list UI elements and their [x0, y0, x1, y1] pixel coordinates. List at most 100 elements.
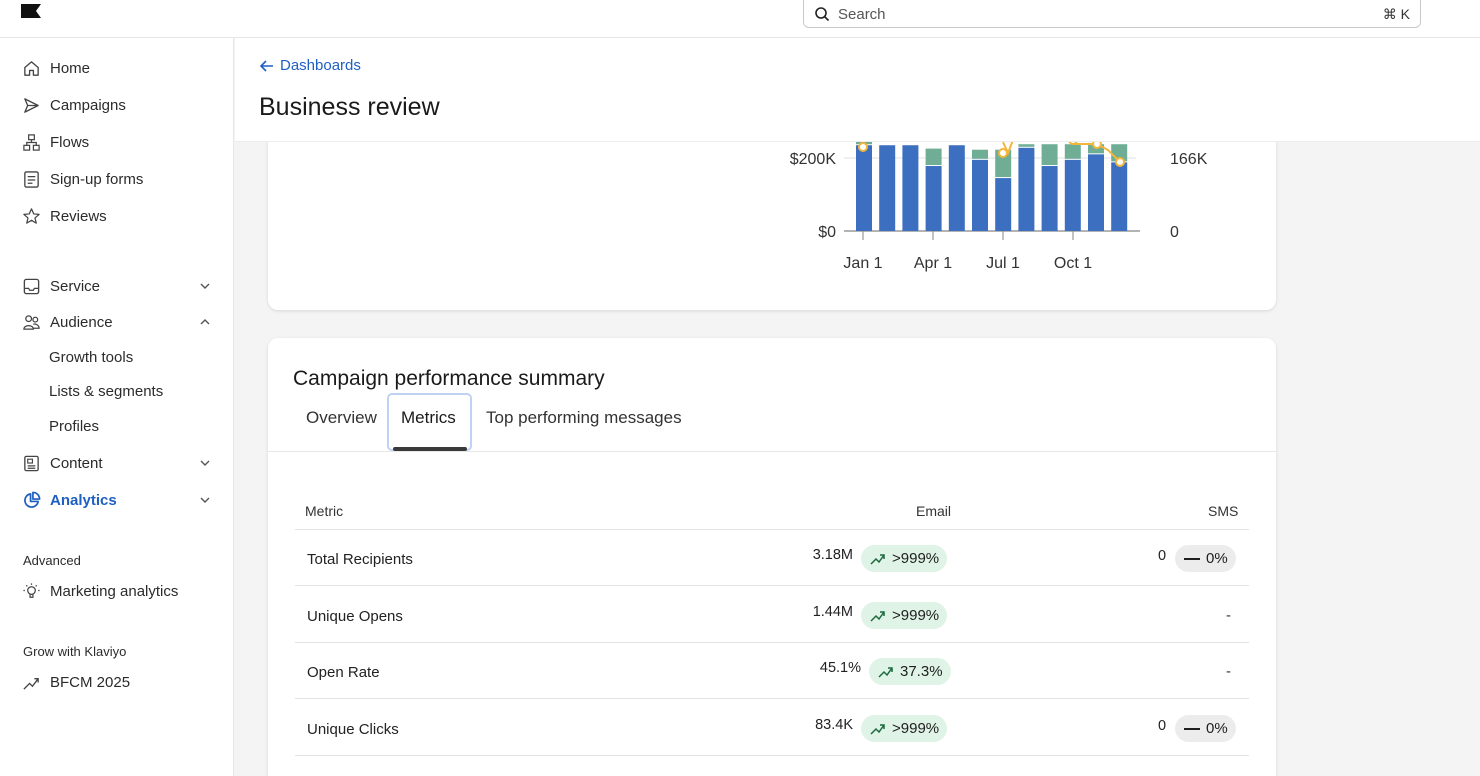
chevron-down-icon	[200, 460, 210, 466]
star-icon	[21, 206, 41, 226]
campaign-summary-card: Campaign performance summary Overview Me…	[268, 338, 1276, 776]
series-point	[1115, 157, 1125, 167]
metric-name: Unique Opens	[307, 608, 403, 625]
email-value: 83.4K	[815, 717, 853, 733]
top-bar: Search ⌘ K	[0, 0, 1480, 38]
sms-change-badge: 0%	[1175, 545, 1236, 572]
email-value: 45.1%	[819, 660, 861, 676]
email-change: >999%	[892, 550, 940, 567]
revenue-chart: Jan 1 Apr 1 Jul 1 Oct 1 $0 $200K 0 166K	[790, 135, 1208, 272]
search-icon	[815, 7, 830, 22]
tab-top-performing[interactable]: Top performing messages	[486, 408, 682, 427]
trend-up-icon	[878, 666, 893, 678]
analytics-icon	[21, 490, 41, 510]
col-sms: SMS	[1208, 503, 1239, 519]
email-change-badge: >999%	[861, 545, 948, 572]
klaviyo-logo[interactable]	[21, 4, 41, 18]
page-header: Dashboards Business review	[235, 38, 1480, 142]
email-change-badge: >999%	[861, 715, 948, 742]
sidebar-item-label: BFCM 2025	[50, 673, 131, 691]
arrow-left-icon	[259, 59, 273, 72]
y-tick-label-left: $200K	[790, 151, 837, 168]
bar-primary	[995, 178, 1012, 231]
sidebar-subitem-growth-tools[interactable]: Growth tools	[49, 349, 134, 366]
section-label-advanced: Advanced	[23, 553, 81, 568]
flat-trend-icon	[1184, 557, 1200, 560]
bar-primary	[902, 145, 919, 231]
sidebar-item-label: Content	[50, 454, 103, 472]
sidebar-item-content[interactable]: Content	[0, 448, 234, 478]
sidebar-subitem-lists-segments[interactable]: Lists & segments	[49, 383, 164, 400]
y-tick-label-right: 0	[1170, 224, 1179, 241]
sms-change-badge: 0%	[1175, 715, 1236, 742]
table-row[interactable]: Total Recipients 3.18M >999% 0 0%	[295, 530, 1249, 586]
content-icon	[21, 453, 41, 473]
sidebar-item-label: Home	[50, 59, 91, 77]
tab-metrics[interactable]: Metrics	[401, 408, 456, 427]
y-tick-label-left: $0	[818, 224, 836, 241]
sidebar-item-home[interactable]: Home	[0, 53, 234, 83]
back-to-dashboards-link[interactable]: Dashboards	[259, 57, 361, 74]
bar-primary	[879, 145, 896, 231]
sms-value: -	[1226, 607, 1231, 624]
x-tick-label: Jan 1	[843, 255, 882, 272]
email-change-badge: >999%	[861, 602, 948, 629]
active-tab-indicator	[393, 447, 467, 451]
table-row[interactable]: Unique Clicks 83.4K >999% 0 0%	[295, 700, 1249, 756]
sidebar-item-reviews[interactable]: Reviews	[0, 201, 234, 231]
tab-overview[interactable]: Overview	[306, 408, 377, 427]
metric-name: Total Recipients	[307, 551, 413, 568]
search-input[interactable]: Search ⌘ K	[803, 0, 1421, 28]
sidebar-item-label: Audience	[50, 313, 113, 331]
bar-secondary	[1018, 144, 1035, 147]
send-icon	[21, 95, 41, 115]
bar-secondary	[972, 149, 988, 159]
bar-secondary	[925, 148, 942, 166]
sidebar-item-label: Flows	[50, 133, 90, 151]
x-tick-label: Apr 1	[914, 255, 952, 272]
sms-value: 0	[1158, 718, 1167, 734]
bar-primary	[1064, 159, 1081, 231]
series-line	[1073, 143, 1121, 163]
sidebar-item-label: Analytics	[50, 491, 117, 509]
col-email: Email	[916, 503, 952, 519]
sidebar: Home Campaigns Flows Sign-up forms Revie…	[0, 38, 234, 776]
chevron-down-icon	[200, 497, 210, 503]
sidebar-item-bfcm[interactable]: BFCM 2025	[0, 667, 234, 697]
bar-secondary	[1064, 144, 1081, 159]
bar-primary	[1041, 166, 1058, 231]
table-header: Metric Email SMS	[295, 488, 1249, 530]
bar-primary	[1111, 162, 1128, 231]
sidebar-item-label: Sign-up forms	[50, 170, 144, 188]
sidebar-item-service[interactable]: Service	[0, 271, 234, 301]
x-tick-label: Jul 1	[986, 255, 1020, 272]
bar-primary	[972, 159, 988, 231]
sidebar-item-flows[interactable]: Flows	[0, 127, 234, 157]
table-row[interactable]: Unique Opens 1.44M >999% -	[295, 587, 1249, 643]
sms-value: -	[1226, 663, 1231, 680]
sidebar-item-analytics[interactable]: Analytics	[0, 485, 234, 515]
table-row[interactable]: Open Rate 45.1% 37.3% -	[295, 643, 1249, 699]
sms-change: 0%	[1206, 720, 1228, 737]
summary-tabs: Overview Metrics Top performing messages	[268, 393, 1276, 452]
sidebar-subitem-profiles[interactable]: Profiles	[49, 418, 100, 435]
flat-trend-icon	[1184, 727, 1200, 730]
trend-up-icon	[870, 723, 885, 735]
sidebar-item-marketing-analytics[interactable]: Marketing analytics	[0, 576, 234, 606]
email-change: >999%	[892, 607, 940, 624]
bar-secondary	[995, 149, 1012, 178]
email-change-badge: 37.3%	[869, 658, 951, 685]
bar-primary	[948, 145, 965, 231]
sidebar-item-label: Marketing analytics	[50, 582, 179, 600]
chevron-up-icon	[200, 319, 210, 325]
sidebar-item-campaigns[interactable]: Campaigns	[0, 90, 234, 120]
section-label-grow: Grow with Klaviyo	[23, 644, 127, 659]
sidebar-item-audience[interactable]: Audience	[0, 307, 234, 337]
bar-secondary	[1041, 144, 1058, 166]
bar-primary	[856, 145, 872, 231]
search-shortcut: ⌘ K	[1382, 5, 1410, 22]
sidebar-item-signup-forms[interactable]: Sign-up forms	[0, 164, 234, 194]
bar-primary	[1018, 147, 1035, 231]
email-value: 1.44M	[812, 604, 853, 620]
summary-title: Campaign performance summary	[293, 367, 605, 390]
